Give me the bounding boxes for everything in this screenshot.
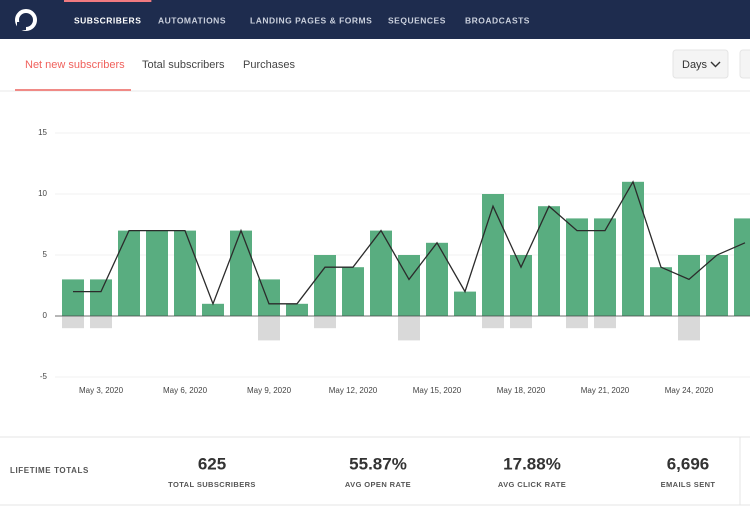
bar — [594, 218, 616, 316]
tab-underline — [15, 89, 131, 91]
bar — [146, 230, 168, 316]
x-tick-label: May 24, 2020 — [665, 386, 714, 395]
bar — [510, 316, 532, 329]
y-tick-label: 0 — [43, 311, 48, 320]
tab[interactable]: Net new subscribers — [25, 59, 125, 71]
bar — [118, 230, 140, 316]
nav-item[interactable]: BROADCASTS — [465, 15, 530, 25]
bar — [482, 194, 504, 316]
line — [73, 180, 746, 306]
logo-cut — [17, 22, 26, 30]
bar — [230, 230, 252, 316]
total-value: 625 — [198, 454, 226, 473]
x-tick-label: May 18, 2020 — [497, 386, 546, 395]
x-tick-label: May 9, 2020 — [247, 386, 292, 395]
nav-bar — [0, 0, 750, 39]
total-label: AVG CLICK RATE — [498, 480, 566, 489]
bar — [90, 316, 112, 329]
bar — [286, 303, 308, 316]
total-value: 17.88% — [503, 454, 561, 473]
x-tick-label: May 3, 2020 — [79, 386, 124, 395]
bar — [62, 279, 84, 316]
bar — [258, 316, 280, 341]
total-label: TOTAL SUBSCRIBERS — [168, 480, 256, 489]
bar — [538, 206, 560, 316]
total-value: 55.87% — [349, 454, 407, 473]
y-tick-label: 15 — [38, 128, 47, 137]
bar — [678, 255, 700, 316]
bar — [342, 267, 364, 316]
bar — [454, 291, 476, 316]
chevron — [710, 61, 721, 68]
bar — [566, 218, 588, 316]
bar — [202, 303, 224, 316]
nav-item[interactable]: AUTOMATIONS — [158, 15, 226, 25]
bar — [62, 316, 84, 329]
bar — [90, 279, 112, 316]
x-tick-label: May 6, 2020 — [163, 386, 208, 395]
bar — [734, 218, 750, 316]
bar — [566, 316, 588, 329]
range-label: Days — [682, 59, 708, 71]
nav-active-marker — [64, 0, 152, 2]
nav-item[interactable]: SUBSCRIBERS — [74, 15, 141, 25]
bar — [370, 230, 392, 316]
bar — [426, 242, 448, 316]
nav-item[interactable]: SEQUENCES — [388, 15, 446, 25]
bar — [398, 255, 420, 316]
x-tick-label: May 15, 2020 — [413, 386, 462, 395]
bar — [482, 316, 504, 329]
bar — [398, 316, 420, 341]
y-tick-label: 10 — [38, 189, 47, 198]
x-tick-label: May 21, 2020 — [581, 386, 630, 395]
y-tick-label: 5 — [43, 250, 48, 259]
bar — [510, 255, 532, 316]
bar — [314, 316, 336, 329]
x-tick-label: May 12, 2020 — [329, 386, 378, 395]
total-label: EMAILS SENT — [661, 480, 716, 489]
totals-title: LIFETIME TOTALS — [10, 466, 89, 475]
bar — [622, 181, 644, 316]
bar — [594, 316, 616, 329]
bar — [174, 230, 196, 316]
extra-button[interactable] — [739, 49, 750, 79]
bar — [650, 267, 672, 316]
y-tick-label: -5 — [40, 372, 48, 381]
total-label: AVG OPEN RATE — [345, 480, 411, 489]
bar — [314, 255, 336, 316]
total-value: 6,696 — [667, 454, 710, 473]
nav-item[interactable]: LANDING PAGES & FORMS — [250, 15, 372, 25]
tab[interactable]: Purchases — [243, 59, 295, 71]
bar — [678, 316, 700, 341]
bar — [706, 255, 728, 316]
tab[interactable]: Total subscribers — [142, 59, 225, 71]
range-select[interactable] — [672, 49, 729, 79]
